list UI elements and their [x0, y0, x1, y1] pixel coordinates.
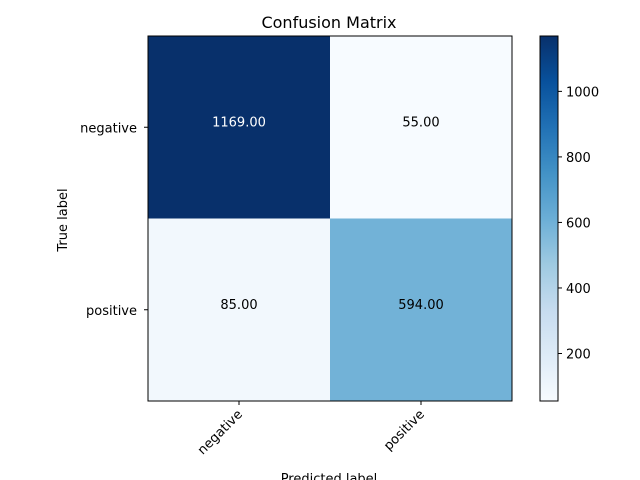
colorbar — [539, 35, 559, 402]
y-tick-label: negative — [80, 121, 137, 136]
y-axis-label: True label — [56, 188, 71, 252]
x-tick-label: positive — [381, 407, 428, 454]
colorbar-tick-label: 200 — [566, 347, 591, 362]
x-tick-label: negative — [195, 407, 246, 458]
x-axis-label: Predicted label — [281, 472, 378, 480]
heatmap-cell-positive-positive — [330, 218, 513, 402]
heatmap-cell-positive-negative — [148, 218, 331, 402]
cell-value-label: 594.00 — [398, 298, 444, 313]
colorbar-tick-label: 1000 — [566, 85, 599, 100]
plot-frame — [147, 35, 513, 402]
colorbar-ticks: 200 400 600 800 1000 — [558, 85, 599, 362]
heatmap-cell-negative-negative — [148, 36, 331, 219]
y-tick-label: positive — [86, 304, 137, 319]
colorbar-tick-label: 600 — [566, 216, 591, 231]
heatmap-cells — [148, 36, 513, 402]
cell-value-label: 85.00 — [220, 298, 257, 313]
cell-value-label: 1169.00 — [212, 115, 266, 130]
colorbar-tick-label: 800 — [566, 151, 591, 166]
heatmap-cell-labels: 1169.00 55.00 85.00 594.00 — [212, 115, 444, 313]
heatmap-cell-negative-positive — [330, 36, 513, 219]
x-axis-ticks: negative positive — [195, 401, 428, 458]
y-axis-ticks: negative positive — [80, 121, 148, 319]
colorbar-tick-label: 400 — [566, 282, 591, 297]
cell-value-label: 55.00 — [402, 115, 439, 130]
chart-title: Confusion Matrix — [261, 13, 396, 32]
